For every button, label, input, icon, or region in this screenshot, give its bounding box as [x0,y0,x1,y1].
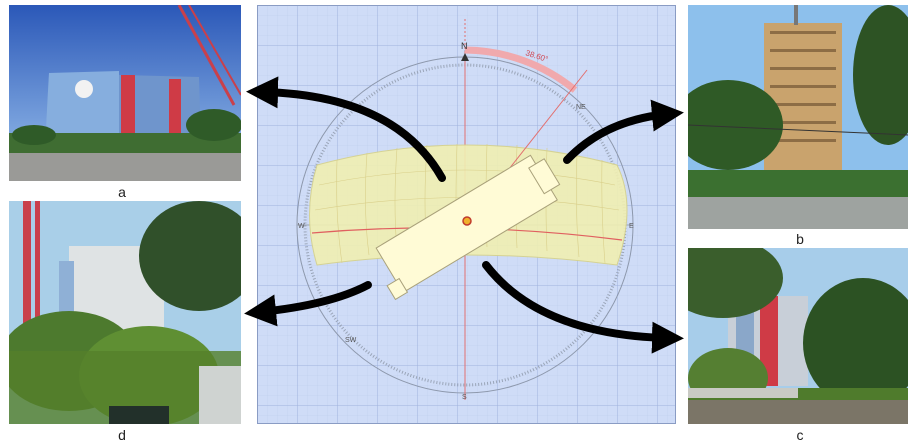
photo-d [9,201,241,424]
compass-north: N [461,41,468,51]
label-b: b [796,231,804,247]
photo-c [688,248,908,424]
compass-northeast: NE [576,104,586,111]
arrow-to-a [246,76,446,182]
label-d: d [118,427,126,443]
label-c: c [796,427,804,443]
photo-a [9,5,241,181]
compass-southwest: SW [345,337,357,344]
compass-west: W [298,223,305,230]
label-a: a [118,184,126,200]
arrow-to-d [244,281,372,327]
photo-b-image [688,5,908,229]
sun-path-diagram: 38.60° N S E W NE SW [257,5,676,424]
photo-a-image [9,5,241,181]
compass-east: E [629,223,634,230]
north-arrow-icon [461,53,469,61]
arrow-to-c [482,261,684,354]
photo-c-image [688,248,908,424]
sun-path-svg: 38.60° N S E W NE SW [257,5,676,424]
photo-d-image [9,201,241,424]
orientation-angle-arc [464,46,578,93]
sun-position-icon [462,216,472,226]
photo-b [688,5,908,229]
compass-south: S [462,394,467,401]
arrow-to-b [563,99,684,164]
